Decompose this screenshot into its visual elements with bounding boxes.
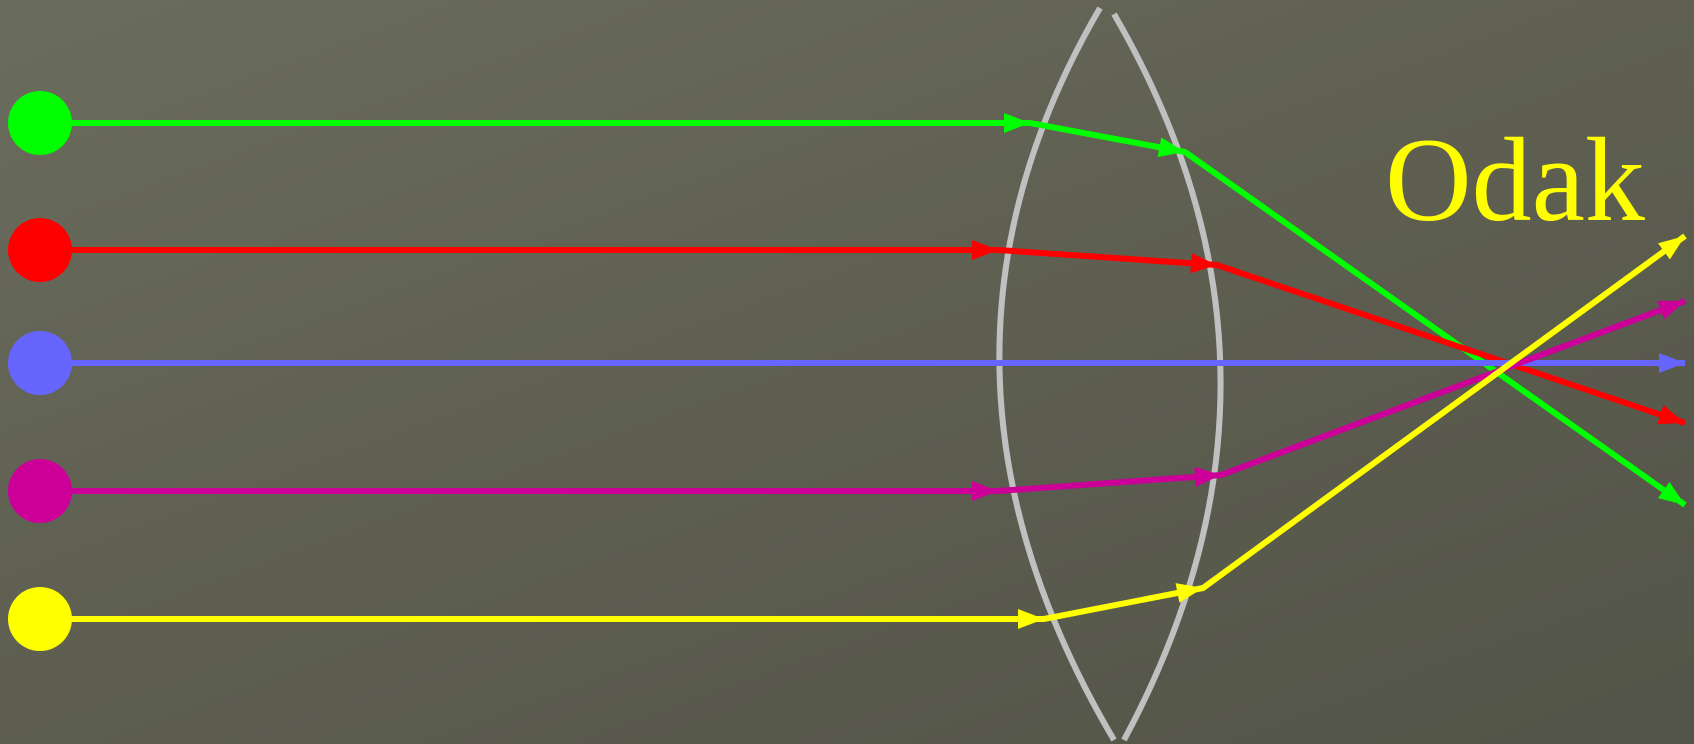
ray-magenta-source-dot — [8, 459, 72, 523]
lens-right-surface — [1111, 12, 1224, 742]
ray-magenta-arrowhead — [1657, 300, 1685, 320]
ray-magenta-line — [40, 298, 1687, 494]
ray-green-arrowhead — [1004, 113, 1030, 133]
ray-green-line — [40, 120, 1687, 508]
ray-red — [8, 218, 1686, 426]
ray-yellow-arrowhead — [1018, 609, 1044, 629]
ray-red-line — [40, 247, 1686, 426]
ray-yellow-line — [40, 233, 1687, 622]
lens-left-surface — [996, 6, 1117, 742]
ray-red-arrowhead — [972, 240, 998, 260]
ray-red-source-dot — [8, 218, 72, 282]
convex-lens — [996, 6, 1224, 742]
ray-magenta-arrowhead — [1194, 466, 1221, 487]
ray-yellow-arrowhead — [1175, 583, 1203, 603]
ray-magenta — [8, 298, 1687, 523]
focus-label: Odak — [1385, 113, 1645, 246]
ray-yellow — [8, 233, 1687, 651]
ray-yellow-source-dot — [8, 587, 72, 651]
ray-green — [8, 91, 1687, 508]
ray-blue-source-dot — [8, 331, 72, 395]
ray-blue-arrowhead — [1659, 353, 1685, 373]
ray-magenta-arrowhead — [972, 481, 998, 501]
light-rays — [8, 91, 1687, 651]
ray-blue — [8, 331, 1685, 395]
ray-yellow-arrowhead — [1658, 236, 1685, 260]
ray-green-arrowhead — [1157, 137, 1185, 158]
ray-red-arrowhead — [1657, 405, 1685, 425]
ray-green-arrowhead — [1657, 481, 1685, 505]
ray-green-source-dot — [8, 91, 72, 155]
ray-red-arrowhead — [1190, 253, 1217, 274]
